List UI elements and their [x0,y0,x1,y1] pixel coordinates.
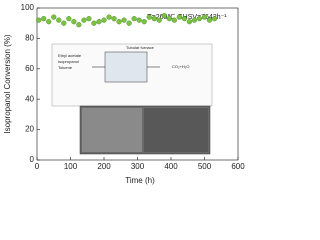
x-tick-label: 0 [35,162,40,171]
point [81,17,87,23]
inset-label: Ethyl acetate [58,53,82,58]
point [156,17,162,23]
point [191,17,198,23]
x-tick-label: 600 [231,162,245,171]
point [181,16,188,22]
point [36,17,42,23]
annotation: T=260℃ GHSV=7643h⁻¹ [147,14,227,21]
point [121,17,127,23]
x-axis-label: Time (h) [125,176,155,185]
point [51,14,57,20]
point [211,16,218,22]
y-axis-label: Isopropanol Conversion (%) [3,34,12,133]
x-tick-label: 300 [131,162,145,171]
point [196,16,203,22]
point [171,17,177,23]
point [76,22,82,28]
point [96,19,102,25]
point [206,17,213,23]
sem-image [144,108,208,152]
point [141,19,147,25]
x-tick-label: 200 [97,162,111,171]
y-tick-label: 100 [21,3,35,12]
x-tick-label: 400 [164,162,178,171]
point [116,19,122,25]
inset [51,43,213,155]
x-tick-label: 500 [198,162,212,171]
point [66,16,72,22]
inset-label: Tubular furnace [126,45,155,50]
point [161,12,167,19]
inset-label: Toluene [58,65,73,70]
point [166,16,172,22]
point [146,14,152,20]
point [151,16,157,22]
y-tick-label: 60 [25,64,34,73]
point [46,19,52,25]
point [136,17,142,23]
point [101,17,107,23]
x-tick-label: 100 [64,162,78,171]
inset-label: CO₂+H₂O [172,64,189,69]
y-tick-label: 80 [25,34,34,43]
point [106,14,112,20]
point [111,16,117,22]
point [71,19,77,25]
inset-label: Isopropanol [58,59,79,64]
point [61,20,67,26]
point [56,17,62,23]
point [86,16,92,22]
point [91,20,97,26]
furnace [104,51,148,83]
point [176,14,182,20]
chart: T=260℃ GHSV=7643h⁻¹ Time (h) Isopropanol… [3,3,245,185]
y-tick-label: 0 [30,155,35,164]
y-tick-label: 40 [25,94,34,103]
point [41,16,47,22]
point [201,14,208,20]
sem-image [82,108,142,152]
point [126,20,132,26]
point [131,16,137,22]
point [186,19,193,25]
y-tick-label: 20 [25,125,34,134]
